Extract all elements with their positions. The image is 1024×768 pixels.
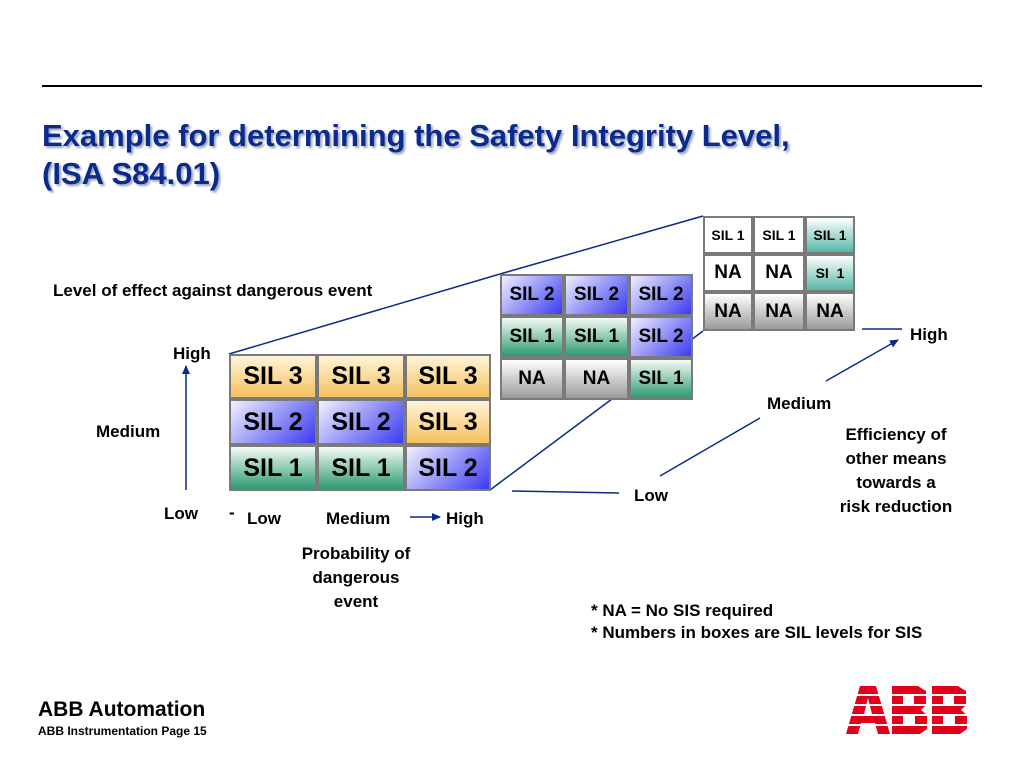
title-line-1: Example for determining the Safety Integ…: [42, 118, 790, 153]
depth-axis-title-line-4: risk reduction: [839, 497, 953, 516]
front-cell-r1c1: SIL 3: [229, 354, 317, 399]
depth-axis-high-segment: [825, 339, 899, 382]
top-rule: [42, 85, 982, 87]
note-na: * NA = No SIS required: [591, 601, 774, 620]
vertical-axis-low: Low: [164, 504, 198, 523]
back-cell-r1c1: SIL 1: [703, 216, 753, 254]
depth-axis-title-line-2: other means: [845, 449, 947, 468]
middle-cell-r1c1: SIL 2: [500, 274, 564, 316]
footer-page: ABB Instrumentation Page 15: [38, 724, 207, 738]
back-cell-r2c3: SI 1: [805, 254, 855, 292]
front-cell-r2c1: SIL 2: [229, 399, 317, 445]
vertical-axis-medium: Medium: [96, 422, 161, 441]
title-line-2: (ISA S84.01): [42, 156, 221, 191]
depth-axis-low: Low: [634, 486, 668, 505]
notes: * NA = No SIS required * Numbers in boxe…: [591, 600, 922, 644]
front-cell-r2c2: SIL 2: [317, 399, 405, 445]
footer-company: ABB Automation: [38, 698, 206, 721]
back-cell-r2c1: NA: [703, 254, 753, 292]
back-cell-r3c2: NA: [753, 292, 805, 331]
back-cell-r1c2: SIL 1: [753, 216, 805, 254]
depth-axis-medium: Medium: [767, 394, 832, 413]
vertical-axis-high: High: [173, 344, 211, 363]
depth-axis-low-segment: [659, 417, 761, 477]
front-cell-r2c3: SIL 3: [405, 399, 491, 445]
front-cell-r1c3: SIL 3: [405, 354, 491, 399]
front-cell-r3c1: SIL 1: [229, 445, 317, 491]
middle-cell-r3c2: NA: [564, 358, 629, 400]
perspective-line-front-middle: [228, 273, 501, 355]
note-numbers: * Numbers in boxes are SIL levels for SI…: [591, 623, 923, 642]
horizontal-axis-medium: Medium: [326, 509, 391, 528]
abb-logo-mark: [846, 686, 967, 734]
depth-axis-title: Efficiency of other means towards a risk…: [816, 423, 976, 519]
middle-cell-r1c2: SIL 2: [564, 274, 629, 316]
horizontal-axis-title: Probability of dangerous event: [276, 542, 436, 614]
depth-low-tick: [511, 490, 620, 494]
horizontal-axis-low: Low: [247, 509, 281, 528]
middle-cell-r2c3: SIL 2: [629, 316, 693, 358]
front-cell-r3c2: SIL 1: [317, 445, 405, 491]
back-cell-r3c1: NA: [703, 292, 753, 331]
back-cell-r2c2: NA: [753, 254, 805, 292]
horizontal-axis-high: High: [446, 509, 484, 528]
depth-axis-title-line-3: towards a: [856, 473, 936, 492]
back-cell-r3c3: NA: [805, 292, 855, 331]
vertical-axis-title: Level of effect against dangerous event: [53, 281, 373, 300]
depth-axis-high: High: [910, 325, 948, 344]
horizontal-axis-title-line-2: dangerous: [312, 568, 400, 587]
abb-logo: [846, 686, 974, 734]
depth-axis-title-line-1: Efficiency of: [845, 425, 947, 444]
page-title: Example for determining the Safety Integ…: [42, 117, 942, 193]
middle-cell-r2c2: SIL 1: [564, 316, 629, 358]
horizontal-axis-title-line-3: event: [333, 592, 379, 611]
horizontal-axis-title-line-1: Probability of: [301, 544, 411, 563]
horizontal-axis-dash: -: [229, 503, 235, 522]
middle-cell-r2c1: SIL 1: [500, 316, 564, 358]
front-cell-r3c3: SIL 2: [405, 445, 491, 491]
middle-cell-r3c3: SIL 1: [629, 358, 693, 400]
front-cell-r1c2: SIL 3: [317, 354, 405, 399]
back-cell-r1c3: SIL 1: [805, 216, 855, 254]
middle-cell-r3c1: NA: [500, 358, 564, 400]
perspective-line-middle-back: [499, 215, 704, 275]
middle-cell-r1c3: SIL 2: [629, 274, 693, 316]
